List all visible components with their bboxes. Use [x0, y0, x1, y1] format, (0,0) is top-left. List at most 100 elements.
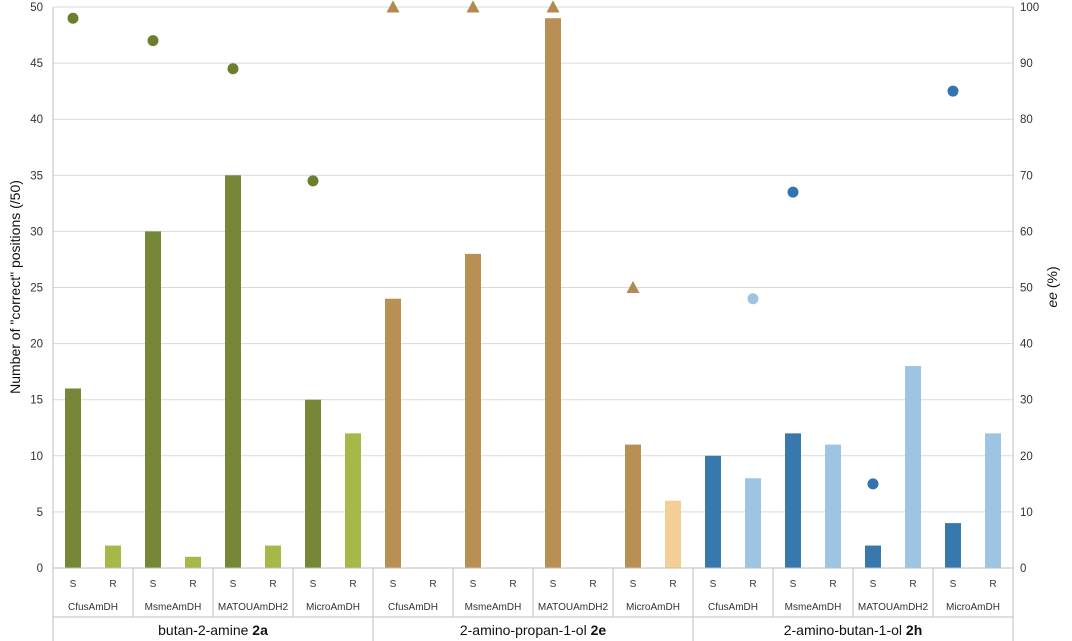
bar-label-S: S: [870, 579, 877, 590]
bar-S: [705, 455, 721, 568]
bar-R: [665, 500, 681, 568]
enzyme-label: MicroAmDH: [946, 602, 1000, 613]
ee-marker: [546, 0, 560, 13]
bar-S: [305, 399, 321, 568]
y-left-tick-label: 45: [30, 58, 43, 70]
y-left-tick-label: 30: [30, 226, 43, 238]
y-right-tick-label: 70: [1020, 170, 1033, 182]
bar-S: [465, 253, 481, 568]
bar-label-R: R: [109, 579, 116, 590]
enzyme-label: MsmeAmDH: [465, 602, 522, 613]
y-left-tick-label: 50: [30, 2, 43, 14]
enzyme-label: CfusAmDH: [68, 602, 118, 613]
substrate-name: 2-amino-propan-1-ol: [460, 622, 591, 638]
bar-R: [185, 556, 201, 568]
bar-R: [105, 545, 121, 568]
bar-S: [385, 298, 401, 568]
enzyme-label: MsmeAmDH: [145, 602, 202, 613]
enzyme-label: MicroAmDH: [306, 602, 360, 613]
substrate-label: butan-2-amine 2a: [158, 622, 268, 638]
y-right-tick-label: 20: [1020, 451, 1033, 463]
y-left-tick-label: 0: [37, 563, 43, 575]
y-left-tick-label: 20: [30, 339, 43, 351]
ee-marker: [147, 35, 159, 47]
ee-marker: [867, 478, 879, 490]
bar-label-S: S: [390, 579, 397, 590]
bar-S: [945, 523, 961, 568]
enzyme-label: MATOUAmDH2: [858, 602, 929, 613]
ee-marker: [626, 280, 640, 293]
bar-R: [985, 433, 1001, 568]
bar-S: [65, 388, 81, 568]
substrate-label: 2-amino-propan-1-ol 2e: [460, 622, 607, 638]
y-left-tick-label: 40: [30, 114, 43, 126]
ee-marker: [307, 175, 319, 187]
bar-label-R: R: [589, 579, 596, 590]
y-left-tick-label: 15: [30, 395, 43, 407]
bar-label-R: R: [429, 579, 436, 590]
bar-label-R: R: [749, 579, 756, 590]
ee-marker: [787, 186, 799, 198]
bar-label-S: S: [310, 579, 317, 590]
bar-label-R: R: [909, 579, 916, 590]
bar-S: [625, 444, 641, 568]
enzyme-label: CfusAmDH: [708, 602, 758, 613]
substrate-label: 2-amino-butan-1-ol 2h: [784, 622, 923, 638]
bar-S: [145, 231, 161, 568]
ee-marker: [386, 0, 400, 13]
bar-label-S: S: [150, 579, 157, 590]
bar-label-R: R: [269, 579, 276, 590]
y-right-tick-label: 0: [1020, 563, 1026, 575]
y-right-tick-label: 50: [1020, 283, 1033, 295]
bar-label-S: S: [710, 579, 717, 590]
enzyme-label: MsmeAmDH: [785, 602, 842, 613]
bar-R: [745, 478, 761, 568]
substrate-code: 2a: [252, 622, 268, 638]
y-left-axis-label: Number of "correct" positions (/50): [7, 180, 23, 394]
bar-label-R: R: [829, 579, 836, 590]
y-left-tick-label: 25: [30, 283, 43, 295]
bar-R: [345, 433, 361, 568]
ee-marker: [747, 293, 759, 305]
substrate-code: 2e: [591, 622, 607, 638]
y-left-tick-label: 35: [30, 170, 43, 182]
bar-label-S: S: [470, 579, 477, 590]
y-right-axis-label: ee (%): [1044, 266, 1060, 307]
bar-label-S: S: [70, 579, 77, 590]
y-right-tick-label: 100: [1020, 2, 1039, 14]
y-right-tick-label: 10: [1020, 507, 1033, 519]
y-right-tick-label: 60: [1020, 226, 1033, 238]
y-right-tick-label: 90: [1020, 58, 1033, 70]
enzyme-label: MATOUAmDH2: [218, 602, 289, 613]
axes: 0 5 10 15 20 25 30 35 40 45 50 0 10 20 30 40 50 60 70 80 90 1…: [30, 2, 1039, 641]
bar-S: [225, 175, 241, 569]
ee-markers: [67, 0, 959, 490]
ee-marker: [947, 85, 959, 97]
y-right-tick-label: 80: [1020, 114, 1033, 126]
bars: [65, 18, 1001, 569]
bar-R: [825, 444, 841, 568]
y-left-tick-label: 5: [37, 507, 43, 519]
bar-label-R: R: [349, 579, 356, 590]
ee-marker: [466, 0, 480, 13]
bar-label-S: S: [790, 579, 797, 590]
enzyme-label: MATOUAmDH2: [538, 602, 609, 613]
bar-label-S: S: [950, 579, 957, 590]
ee-marker: [67, 12, 79, 24]
bar-S: [785, 433, 801, 568]
y-right-axis-label-unit: (%): [1044, 266, 1060, 292]
bar-label-S: S: [630, 579, 637, 590]
substrate-name: butan-2-amine: [158, 622, 252, 638]
enzyme-label: MicroAmDH: [626, 602, 680, 613]
bar-label-R: R: [509, 579, 516, 590]
bar-S: [865, 545, 881, 568]
substrate-code: 2h: [906, 622, 922, 638]
ee-marker: [227, 63, 239, 75]
y-right-tick-label: 40: [1020, 339, 1033, 351]
gridlines: [53, 6, 1013, 513]
substrate-name: 2-amino-butan-1-ol: [784, 622, 906, 638]
y-right-axis-label-ee: ee: [1044, 292, 1060, 308]
bar-label-R: R: [669, 579, 676, 590]
bar-S: [545, 18, 561, 569]
